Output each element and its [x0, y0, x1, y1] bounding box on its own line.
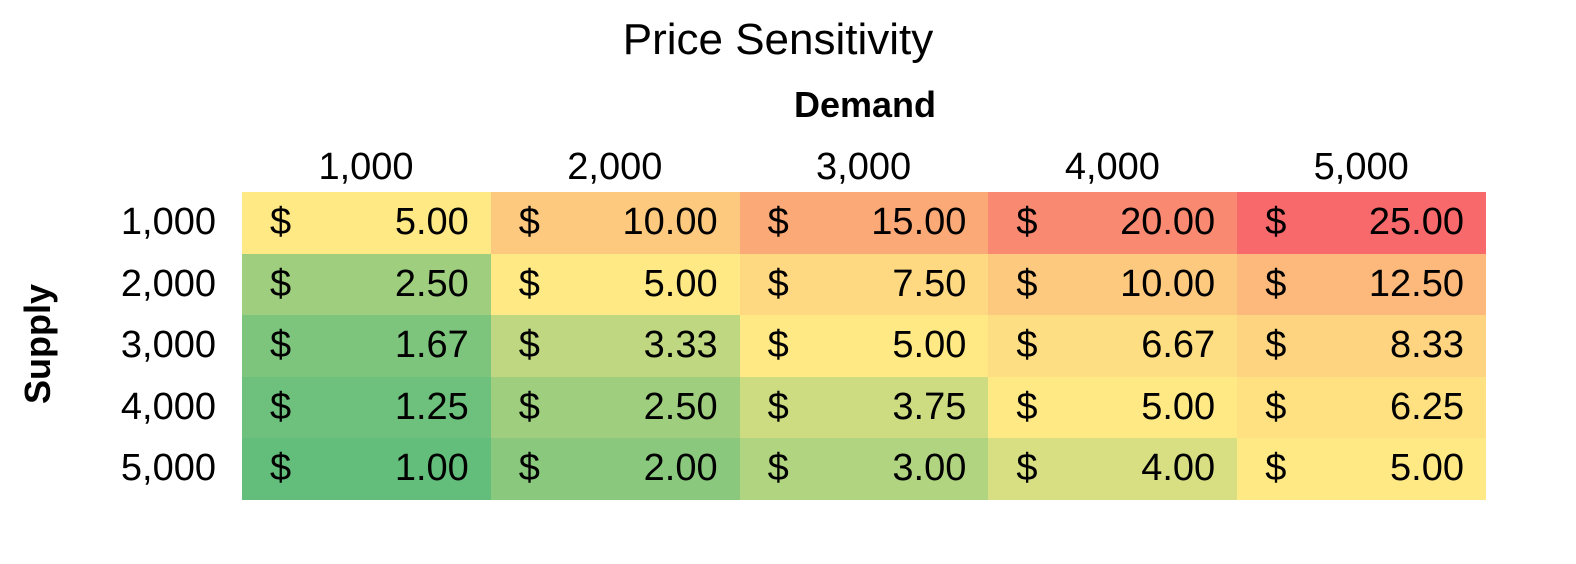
- price-value: 6.25: [1390, 385, 1464, 428]
- currency-symbol: $: [518, 262, 540, 305]
- currency-symbol: $: [270, 262, 292, 305]
- price-cell: $6.67: [988, 315, 1238, 377]
- price-cell: $2.00: [490, 438, 740, 500]
- demand-header-4: 4,000: [1064, 146, 1160, 188]
- currency-symbol: $: [1016, 201, 1038, 243]
- price-grid: $5.00 $10.00 $15.00 $20.00 $25.00 $2.50 $5.00 $…: [242, 192, 1486, 500]
- price-value: 3.33: [643, 324, 718, 367]
- price-cell: $25.00: [1237, 192, 1486, 254]
- price-value: 7.50: [892, 262, 967, 305]
- price-cell: $2.50: [242, 253, 491, 316]
- price-cell: $5.00: [1237, 438, 1486, 500]
- supply-header-1: 1,000: [120, 201, 216, 243]
- supply-axis-title: Supply: [17, 283, 58, 405]
- price-cell: $15.00: [739, 192, 989, 254]
- currency-symbol: $: [767, 447, 789, 490]
- currency-symbol: $: [518, 201, 540, 243]
- currency-symbol: $: [518, 324, 540, 367]
- price-cell: $10.00: [988, 253, 1238, 316]
- price-value: 12.50: [1368, 262, 1464, 305]
- price-cell: $5.00: [490, 253, 740, 316]
- price-value: 1.00: [394, 447, 469, 490]
- supply-header-4: 4,000: [120, 385, 216, 428]
- price-cell: $2.50: [490, 376, 740, 439]
- price-cell: $10.00: [490, 192, 740, 254]
- currency-symbol: $: [270, 447, 292, 490]
- price-cell: $5.00: [242, 192, 491, 254]
- currency-symbol: $: [1265, 447, 1287, 490]
- price-cell: $3.75: [739, 376, 989, 439]
- price-value: 4.00: [1141, 447, 1216, 490]
- price-cell: $4.00: [988, 438, 1238, 500]
- supply-header-5: 5,000: [120, 447, 216, 490]
- currency-symbol: $: [1016, 324, 1038, 367]
- price-cell: $5.00: [988, 376, 1238, 439]
- currency-symbol: $: [767, 201, 789, 243]
- price-value: 8.33: [1390, 324, 1464, 367]
- price-value: 5.00: [1390, 447, 1464, 490]
- price-cell: $20.00: [988, 192, 1238, 254]
- currency-symbol: $: [1016, 447, 1038, 490]
- price-value: 1.25: [394, 385, 469, 428]
- currency-symbol: $: [1265, 201, 1287, 243]
- currency-symbol: $: [1016, 262, 1038, 305]
- price-cell: $3.33: [490, 315, 740, 377]
- price-value: 10.00: [1120, 262, 1216, 305]
- currency-symbol: $: [270, 201, 292, 243]
- price-cell: $6.25: [1237, 376, 1486, 439]
- demand-header-5: 5,000: [1313, 146, 1409, 188]
- price-value: 20.00: [1120, 201, 1216, 243]
- price-cell: $3.00: [739, 438, 989, 500]
- price-value: 6.67: [1141, 324, 1216, 367]
- demand-axis-title: Demand: [793, 84, 937, 125]
- price-cell: $5.00: [739, 315, 989, 377]
- demand-header-3: 3,000: [816, 146, 912, 188]
- supply-header-2: 2,000: [120, 262, 216, 305]
- currency-symbol: $: [518, 447, 540, 490]
- price-value: 3.75: [892, 385, 967, 428]
- price-cell: $8.33: [1237, 315, 1486, 377]
- currency-symbol: $: [518, 385, 540, 428]
- currency-symbol: $: [767, 324, 789, 367]
- price-value: 15.00: [871, 201, 967, 243]
- price-value: 2.00: [643, 447, 718, 490]
- price-value: 1.67: [394, 324, 469, 367]
- price-value: 5.00: [394, 201, 469, 243]
- price-value: 2.50: [643, 385, 718, 428]
- price-value: 5.00: [643, 262, 718, 305]
- currency-symbol: $: [767, 385, 789, 428]
- price-cell: $1.25: [242, 376, 491, 439]
- demand-header-2: 2,000: [567, 146, 663, 188]
- price-value: 5.00: [1141, 385, 1216, 428]
- price-cell: $12.50: [1237, 253, 1486, 316]
- price-value: 3.00: [892, 447, 967, 490]
- price-value: 10.00: [622, 201, 718, 243]
- currency-symbol: $: [767, 262, 789, 305]
- supply-header-3: 3,000: [120, 324, 216, 367]
- currency-symbol: $: [1265, 385, 1287, 428]
- price-value: 5.00: [892, 324, 967, 367]
- currency-symbol: $: [1265, 262, 1287, 305]
- demand-header-1: 1,000: [318, 146, 414, 188]
- price-value: 25.00: [1368, 201, 1464, 243]
- chart-title: Price Sensitivity: [622, 15, 934, 64]
- currency-symbol: $: [270, 324, 292, 367]
- price-cell: $1.00: [242, 438, 491, 500]
- price-cell: $1.67: [242, 315, 491, 377]
- price-value: 2.50: [394, 262, 469, 305]
- currency-symbol: $: [1016, 385, 1038, 428]
- currency-symbol: $: [1265, 324, 1287, 367]
- price-cell: $7.50: [739, 253, 989, 316]
- currency-symbol: $: [270, 385, 292, 428]
